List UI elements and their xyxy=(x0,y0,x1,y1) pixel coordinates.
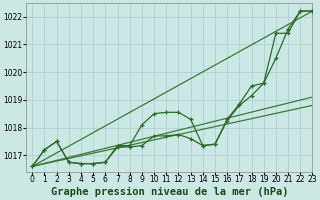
X-axis label: Graphe pression niveau de la mer (hPa): Graphe pression niveau de la mer (hPa) xyxy=(51,187,288,197)
